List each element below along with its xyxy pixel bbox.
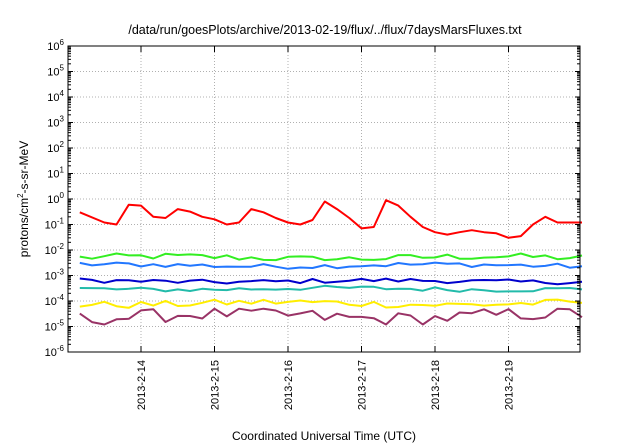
y-tick-exponent: -2 [57, 242, 65, 251]
y-tick-exponent: -1 [57, 217, 65, 226]
y-tick-exponent: 6 [60, 38, 65, 47]
y-axis-label-base: protons/cm [17, 198, 31, 257]
y-tick-base: 10 [47, 169, 59, 181]
y-tick-label: 10-4 [45, 293, 65, 308]
series-line-yellow [79, 298, 583, 309]
x-tick-label: 2013-2-17 [357, 360, 369, 410]
y-tick-label: 10-6 [45, 344, 65, 359]
y-tick-label: 10-5 [45, 319, 65, 334]
y-tick-base: 10 [45, 271, 57, 283]
y-tick-exponent: 5 [60, 64, 65, 73]
y-tick-exponent: -6 [57, 344, 65, 353]
series-group [79, 199, 583, 326]
x-tick-label: 2013-2-18 [430, 360, 442, 410]
y-tick-base: 10 [47, 143, 59, 155]
y-axis-label-unit: -s-sr-MeV [17, 141, 31, 194]
y-tick-label: 101 [47, 166, 64, 181]
x-tick-label: 2013-2-16 [283, 360, 295, 410]
y-tick-label: 105 [47, 64, 64, 79]
y-tick-exponent: 2 [60, 140, 65, 149]
y-tick-base: 10 [47, 92, 59, 104]
y-tick-label: 106 [47, 38, 64, 53]
series-line-dark-blue [79, 277, 583, 286]
y-tick-label: 103 [47, 115, 64, 130]
series-line-green [79, 252, 583, 262]
y-tick-label: 100 [47, 191, 64, 206]
y-tick-label: 10-3 [45, 268, 65, 283]
y-tick-base: 10 [47, 118, 59, 130]
series-line-light-blue [79, 261, 583, 270]
x-tick-label: 2013-2-19 [504, 360, 516, 410]
grid [68, 46, 580, 352]
y-axis-label: protons/cm2-s-sr-MeV [16, 141, 31, 257]
axis-ticks [68, 45, 580, 353]
y-tick-base: 10 [45, 347, 57, 359]
y-tick-base: 10 [45, 296, 57, 308]
y-tick-base: 10 [45, 220, 57, 232]
x-tick-label: 2013-2-14 [136, 360, 148, 410]
x-tick-labels: 2013-2-14 2013-2-15 2013-2-16 2013-2-17 2013… [136, 360, 516, 410]
x-axis-label: Coordinated Universal Time (UTC) [232, 429, 416, 443]
y-tick-exponent: 0 [60, 191, 65, 200]
y-tick-label: 10-2 [45, 242, 65, 257]
y-tick-exponent: 1 [60, 166, 65, 175]
y-tick-exponent: 3 [60, 115, 65, 124]
y-tick-base: 10 [47, 41, 59, 53]
series-line-purple [79, 307, 583, 326]
y-tick-exponent: -3 [57, 268, 65, 277]
y-tick-label: 10-1 [45, 217, 65, 232]
y-tick-exponent: -5 [57, 319, 65, 328]
y-tick-exponent: -4 [57, 293, 65, 302]
y-tick-label: 104 [47, 89, 64, 104]
y-tick-base: 10 [47, 67, 59, 79]
y-tick-labels: 10-610-510-410-310-210-11001011021031041… [45, 38, 65, 359]
chart-title: /data/run/goesPlots/archive/2013-02-19/f… [128, 23, 522, 37]
y-tick-base: 10 [47, 194, 59, 206]
y-axis-label-exponent: 2 [16, 193, 25, 198]
y-tick-base: 10 [45, 245, 57, 257]
y-tick-base: 10 [45, 322, 57, 334]
series-line-red [79, 199, 582, 239]
series-line-teal [79, 284, 583, 293]
y-tick-label: 102 [47, 140, 64, 155]
x-tick-label: 2013-2-15 [210, 360, 222, 410]
y-tick-exponent: 4 [60, 89, 65, 98]
